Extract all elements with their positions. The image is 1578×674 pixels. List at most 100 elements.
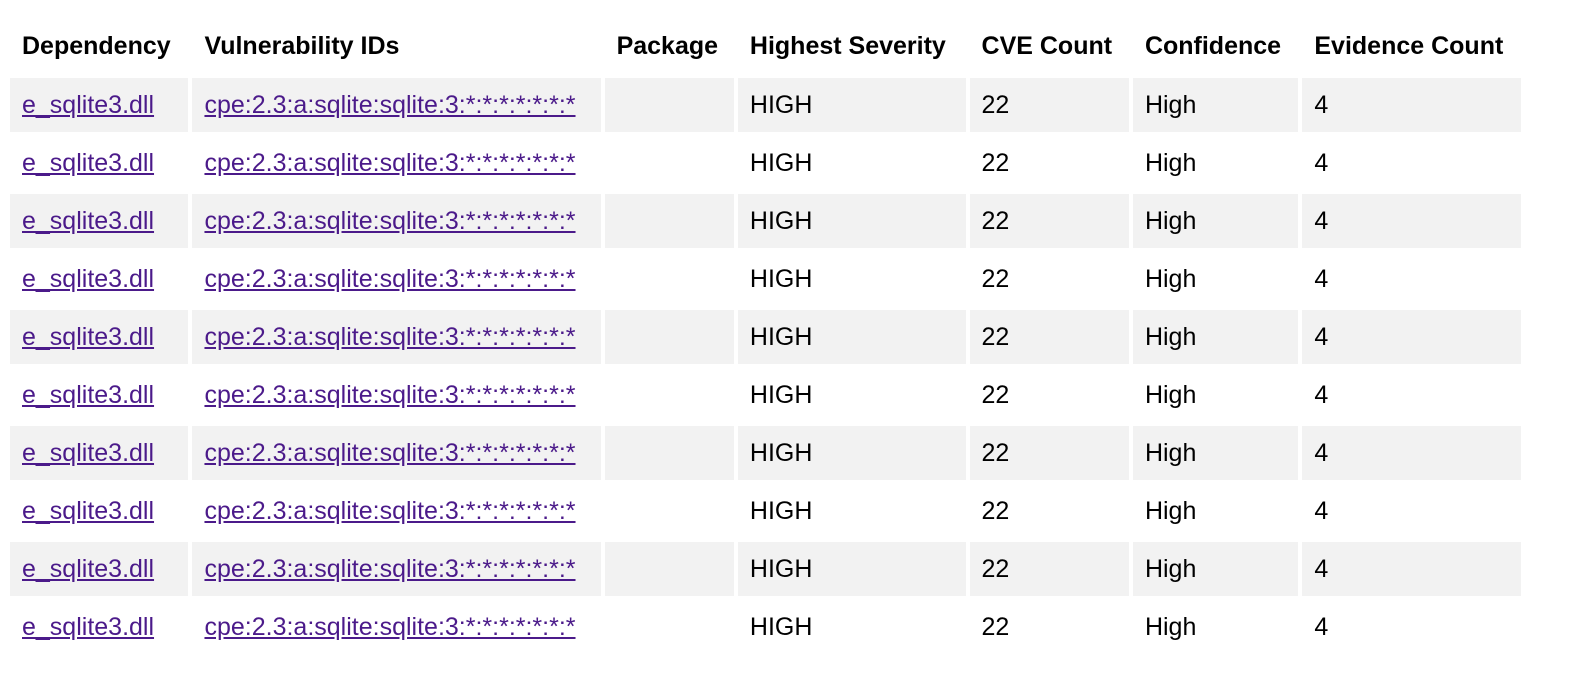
highest-severity-value: HIGH — [749, 148, 813, 177]
header-dependency[interactable]: Dependency — [22, 31, 171, 60]
vulnerability-id-link[interactable]: cpe:2.3:a:sqlite:sqlite:3:*:*:*:*:*:*:* — [204, 90, 576, 119]
vulnerability-id-link[interactable]: cpe:2.3:a:sqlite:sqlite:3:*:*:*:*:*:*:* — [204, 264, 576, 293]
package-cell — [604, 136, 734, 190]
evidence-count-value: 4 — [1314, 612, 1329, 641]
highest-severity-value: HIGH — [749, 264, 813, 293]
package-cell — [604, 542, 734, 596]
highest-severity-cell: HIGH — [737, 194, 966, 248]
dependency-cell: e_sqlite3.dll — [10, 600, 189, 654]
confidence-cell: High — [1132, 542, 1299, 596]
vulnerability-id-cell: cpe:2.3:a:sqlite:sqlite:3:*:*:*:*:*:*:* — [192, 252, 601, 306]
confidence-value: High — [1144, 612, 1197, 641]
table-row: e_sqlite3.dll cpe:2.3:a:sqlite:sqlite:3:*… — [10, 426, 1521, 480]
table-row: e_sqlite3.dll cpe:2.3:a:sqlite:sqlite:3:*… — [10, 194, 1521, 248]
package-cell — [604, 78, 734, 132]
highest-severity-value: HIGH — [749, 612, 813, 641]
dependency-cell: e_sqlite3.dll — [10, 542, 189, 596]
evidence-count-cell: 4 — [1302, 78, 1521, 132]
cve-count-value: 22 — [981, 148, 1010, 177]
dependency-cell: e_sqlite3.dll — [10, 194, 189, 248]
highest-severity-value: HIGH — [749, 554, 813, 583]
confidence-value: High — [1144, 148, 1197, 177]
confidence-value: High — [1144, 206, 1197, 235]
vulnerability-id-cell: cpe:2.3:a:sqlite:sqlite:3:*:*:*:*:*:*:* — [192, 542, 601, 596]
vulnerability-id-cell: cpe:2.3:a:sqlite:sqlite:3:*:*:*:*:*:*:* — [192, 426, 601, 480]
cve-count-value: 22 — [981, 206, 1010, 235]
dependency-link[interactable]: e_sqlite3.dll — [22, 554, 155, 583]
vulnerability-id-link[interactable]: cpe:2.3:a:sqlite:sqlite:3:*:*:*:*:*:*:* — [204, 380, 576, 409]
vulnerability-id-cell: cpe:2.3:a:sqlite:sqlite:3:*:*:*:*:*:*:* — [192, 368, 601, 422]
vulnerability-id-link[interactable]: cpe:2.3:a:sqlite:sqlite:3:*:*:*:*:*:*:* — [204, 554, 576, 583]
dependency-link[interactable]: e_sqlite3.dll — [22, 438, 155, 467]
confidence-cell: High — [1132, 78, 1299, 132]
vulnerability-id-link[interactable]: cpe:2.3:a:sqlite:sqlite:3:*:*:*:*:*:*:* — [204, 206, 576, 235]
vulnerability-id-link[interactable]: cpe:2.3:a:sqlite:sqlite:3:*:*:*:*:*:*:* — [204, 148, 576, 177]
cve-count-value: 22 — [981, 322, 1010, 351]
cve-count-value: 22 — [981, 90, 1010, 119]
highest-severity-cell: HIGH — [737, 78, 966, 132]
vulnerability-id-link[interactable]: cpe:2.3:a:sqlite:sqlite:3:*:*:*:*:*:*:* — [204, 438, 576, 467]
dependency-link[interactable]: e_sqlite3.dll — [22, 206, 155, 235]
table-row: e_sqlite3.dll cpe:2.3:a:sqlite:sqlite:3:*… — [10, 542, 1521, 596]
dependency-link[interactable]: e_sqlite3.dll — [22, 264, 155, 293]
package-cell — [604, 426, 734, 480]
dependency-link[interactable]: e_sqlite3.dll — [22, 496, 155, 525]
highest-severity-cell: HIGH — [737, 426, 966, 480]
vulnerability-id-cell: cpe:2.3:a:sqlite:sqlite:3:*:*:*:*:*:*:* — [192, 194, 601, 248]
evidence-count-cell: 4 — [1302, 252, 1521, 306]
evidence-count-value: 4 — [1314, 206, 1329, 235]
confidence-cell: High — [1132, 136, 1299, 190]
confidence-cell: High — [1132, 252, 1299, 306]
vulnerability-id-cell: cpe:2.3:a:sqlite:sqlite:3:*:*:*:*:*:*:* — [192, 600, 601, 654]
confidence-cell: High — [1132, 600, 1299, 654]
header-cve-count[interactable]: CVE Count — [981, 31, 1113, 60]
evidence-count-cell: 4 — [1302, 136, 1521, 190]
vulnerability-id-link[interactable]: cpe:2.3:a:sqlite:sqlite:3:*:*:*:*:*:*:* — [204, 322, 576, 351]
dependency-link[interactable]: e_sqlite3.dll — [22, 148, 155, 177]
evidence-count-cell: 4 — [1302, 310, 1521, 364]
highest-severity-cell: HIGH — [737, 252, 966, 306]
cve-count-value: 22 — [981, 380, 1010, 409]
highest-severity-value: HIGH — [749, 206, 813, 235]
confidence-value: High — [1144, 264, 1197, 293]
package-cell — [604, 600, 734, 654]
cve-count-cell: 22 — [969, 600, 1129, 654]
table-row: e_sqlite3.dll cpe:2.3:a:sqlite:sqlite:3:*… — [10, 310, 1521, 364]
highest-severity-value: HIGH — [749, 380, 813, 409]
table-row: e_sqlite3.dll cpe:2.3:a:sqlite:sqlite:3:*… — [10, 252, 1521, 306]
header-package[interactable]: Package — [616, 31, 719, 60]
highest-severity-value: HIGH — [749, 322, 813, 351]
cve-count-cell: 22 — [969, 78, 1129, 132]
dependency-link[interactable]: e_sqlite3.dll — [22, 380, 155, 409]
evidence-count-cell: 4 — [1302, 484, 1521, 538]
package-cell — [604, 484, 734, 538]
cve-count-value: 22 — [981, 496, 1010, 525]
evidence-count-cell: 4 — [1302, 600, 1521, 654]
vulnerability-table: Dependency Vulnerability IDs Package Hig… — [6, 14, 1525, 658]
dependency-link[interactable]: e_sqlite3.dll — [22, 612, 155, 641]
dependency-link[interactable]: e_sqlite3.dll — [22, 90, 155, 119]
highest-severity-value: HIGH — [749, 496, 813, 525]
highest-severity-cell: HIGH — [737, 310, 966, 364]
cve-count-cell: 22 — [969, 194, 1129, 248]
dependency-link[interactable]: e_sqlite3.dll — [22, 322, 155, 351]
vulnerability-id-link[interactable]: cpe:2.3:a:sqlite:sqlite:3:*:*:*:*:*:*:* — [204, 612, 576, 641]
confidence-value: High — [1144, 380, 1197, 409]
vulnerability-id-link[interactable]: cpe:2.3:a:sqlite:sqlite:3:*:*:*:*:*:*:* — [204, 496, 576, 525]
header-evidence-count[interactable]: Evidence Count — [1314, 31, 1504, 60]
header-highest-severity[interactable]: Highest Severity — [749, 31, 946, 60]
dependency-cell: e_sqlite3.dll — [10, 310, 189, 364]
confidence-value: High — [1144, 90, 1197, 119]
confidence-cell: High — [1132, 426, 1299, 480]
table-row: e_sqlite3.dll cpe:2.3:a:sqlite:sqlite:3:*… — [10, 78, 1521, 132]
highest-severity-cell: HIGH — [737, 600, 966, 654]
vulnerability-id-cell: cpe:2.3:a:sqlite:sqlite:3:*:*:*:*:*:*:* — [192, 136, 601, 190]
table-row: e_sqlite3.dll cpe:2.3:a:sqlite:sqlite:3:*… — [10, 136, 1521, 190]
header-vulnerability-ids[interactable]: Vulnerability IDs — [204, 31, 400, 60]
vulnerability-id-cell: cpe:2.3:a:sqlite:sqlite:3:*:*:*:*:*:*:* — [192, 78, 601, 132]
table-row: e_sqlite3.dll cpe:2.3:a:sqlite:sqlite:3:*… — [10, 484, 1521, 538]
evidence-count-cell: 4 — [1302, 542, 1521, 596]
confidence-value: High — [1144, 554, 1197, 583]
package-cell — [604, 368, 734, 422]
header-confidence[interactable]: Confidence — [1144, 31, 1282, 60]
